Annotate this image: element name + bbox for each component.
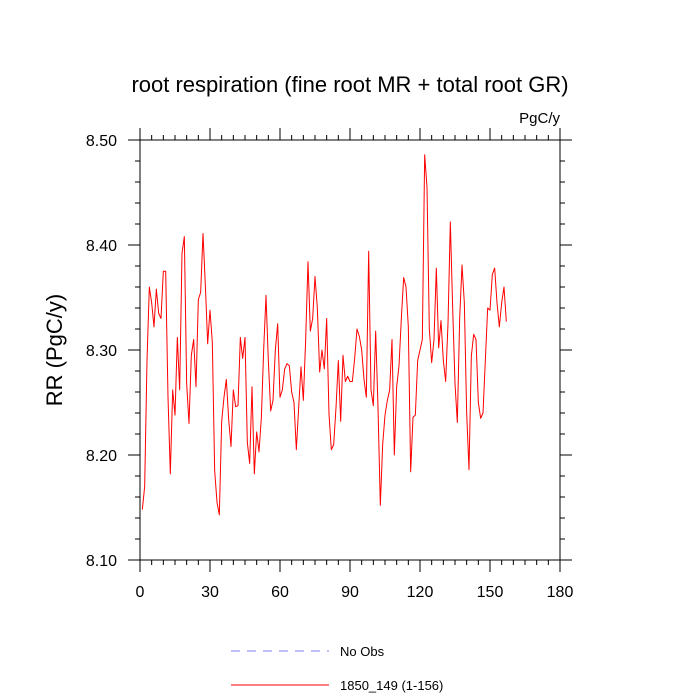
y-tick-label: 8.20 bbox=[86, 448, 117, 465]
series-line-1850-149 bbox=[141, 154, 507, 516]
x-tick-label: 180 bbox=[547, 584, 574, 601]
chart-title: root respiration (fine root MR + total r… bbox=[131, 72, 568, 97]
x-tick-label: 0 bbox=[136, 584, 145, 601]
plot-frame bbox=[139, 139, 561, 561]
y-tick-label: 8.50 bbox=[86, 133, 117, 150]
plot-area: 0 30 60 90 120 150 180 8.10 8.20 8.30 8.40 8.50 bbox=[86, 128, 574, 601]
units-label: PgC/y bbox=[519, 110, 560, 127]
y-tick-labels: 8.10 8.20 8.30 8.40 8.50 bbox=[86, 133, 117, 570]
legend-label-1850-149: 1850_149 (1-156) bbox=[340, 678, 443, 693]
legend: No Obs 1850_149 (1-156) bbox=[231, 644, 443, 693]
x-tick-labels: 0 30 60 90 120 150 180 bbox=[136, 584, 574, 601]
y-tick-label: 8.30 bbox=[86, 343, 117, 360]
x-tick-label: 150 bbox=[477, 584, 504, 601]
x-tick-label: 60 bbox=[271, 584, 289, 601]
y-tick-label: 8.40 bbox=[86, 238, 117, 255]
x-tick-label: 90 bbox=[341, 584, 359, 601]
y-tick-label: 8.10 bbox=[86, 553, 117, 570]
major-ticks bbox=[128, 128, 572, 572]
legend-label-no-obs: No Obs bbox=[340, 644, 385, 659]
x-tick-label: 120 bbox=[407, 584, 434, 601]
x-tick-label: 30 bbox=[201, 584, 219, 601]
y-axis-label: RR (PgC/y) bbox=[42, 294, 67, 406]
minor-ticks bbox=[135, 135, 565, 565]
